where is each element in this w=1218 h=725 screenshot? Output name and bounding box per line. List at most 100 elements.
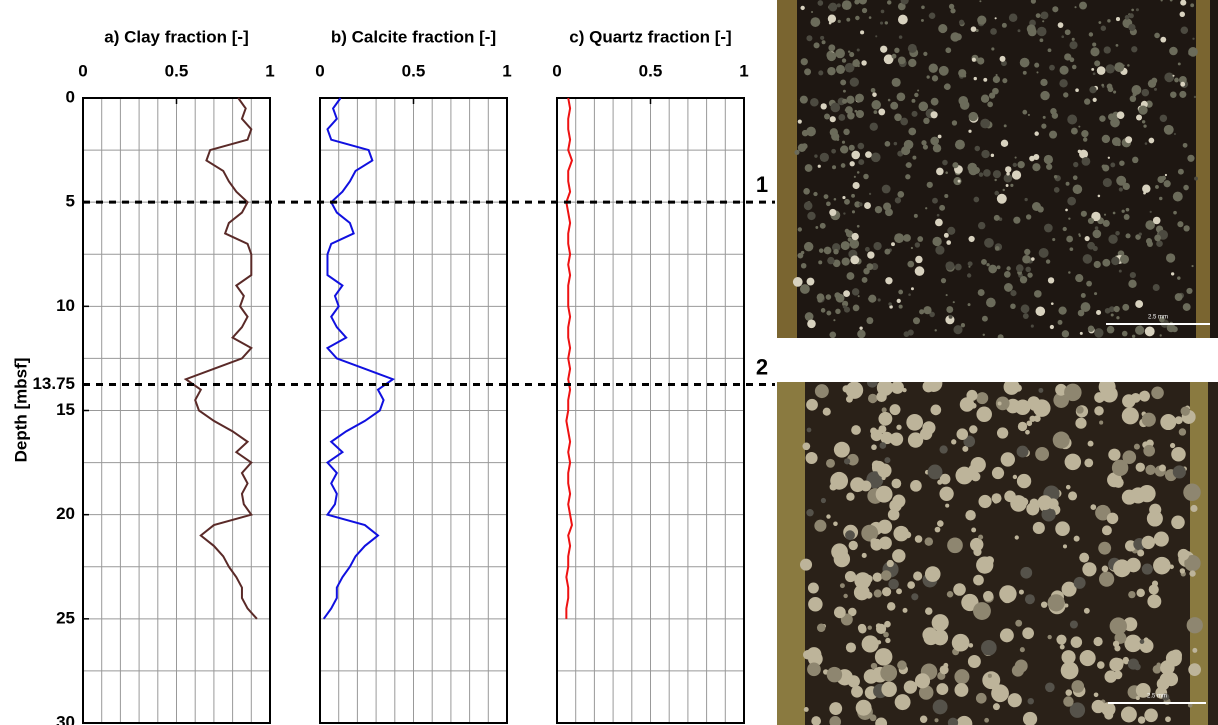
grain: [870, 662, 878, 670]
grain: [1129, 271, 1136, 279]
grain: [1110, 117, 1120, 128]
grain: [885, 277, 893, 285]
grain: [917, 236, 924, 242]
grain: [971, 527, 977, 533]
grain: [921, 140, 927, 146]
grain: [863, 267, 870, 275]
grain: [1110, 162, 1116, 168]
grain: [1015, 619, 1023, 627]
grain: [1026, 24, 1036, 34]
grain: [970, 537, 984, 552]
grain: [845, 382, 864, 399]
grain: [840, 163, 846, 168]
grain: [1112, 640, 1120, 648]
grain: [881, 681, 897, 697]
grain: [1079, 552, 1090, 563]
grain: [925, 607, 933, 615]
grain: [831, 148, 836, 154]
grain: [1020, 566, 1033, 579]
grain: [1084, 458, 1094, 468]
grain: [1144, 708, 1158, 723]
grain: [1180, 0, 1187, 6]
grain: [868, 294, 877, 303]
grain: [951, 439, 957, 445]
grain: [889, 499, 902, 512]
grain: [1093, 260, 1101, 269]
grain: [846, 95, 855, 104]
grain: [1171, 515, 1185, 530]
grain: [988, 264, 998, 274]
grain: [849, 77, 859, 87]
grain: [1064, 29, 1071, 36]
grain: [1182, 142, 1188, 148]
grain: [801, 129, 809, 137]
grain: [1061, 330, 1070, 338]
grain: [810, 97, 819, 107]
grain: [1059, 79, 1068, 88]
grain: [1154, 234, 1162, 242]
grain: [897, 56, 906, 65]
grain: [978, 534, 984, 540]
grain: [1058, 306, 1067, 315]
grain: [807, 582, 819, 594]
grain: [1022, 711, 1038, 725]
grain: [1149, 210, 1152, 214]
grain: [1090, 504, 1097, 510]
grain: [1099, 115, 1106, 122]
grain: [893, 141, 898, 146]
grain: [880, 664, 898, 682]
grain: [958, 19, 965, 25]
grain: [883, 202, 892, 211]
grain: [800, 5, 805, 11]
grain: [853, 584, 870, 601]
x-tick-label: 1: [739, 61, 748, 80]
grain: [800, 262, 807, 269]
data-line: [322, 97, 396, 620]
grain: [891, 77, 901, 87]
grain: [1097, 661, 1105, 669]
grain: [856, 171, 860, 174]
grain: [807, 319, 816, 329]
grain: [930, 404, 942, 416]
grain: [966, 389, 978, 401]
grain: [1069, 620, 1078, 629]
grain: [804, 68, 812, 76]
grains: [799, 382, 1203, 725]
grain: [1122, 182, 1130, 191]
grain: [1147, 594, 1162, 609]
grain: [894, 694, 911, 711]
grain: [885, 637, 891, 644]
grain: [875, 35, 878, 38]
grain: [914, 673, 931, 689]
grain: [871, 263, 879, 271]
grain: [1180, 26, 1189, 35]
grain: [814, 154, 818, 158]
grain: [797, 227, 802, 232]
grain: [898, 304, 903, 309]
grain: [1069, 702, 1086, 718]
grain: [1129, 95, 1137, 103]
grain: [1031, 202, 1041, 211]
grain: [995, 396, 1010, 411]
grain: [1029, 415, 1036, 422]
grain: [1079, 650, 1096, 667]
grain: [1025, 429, 1030, 435]
scale-label: 2.5 mm: [1148, 315, 1168, 321]
grain: [906, 413, 924, 431]
photo-frame: [1190, 382, 1208, 725]
grain: [1165, 253, 1176, 263]
grain: [1172, 74, 1175, 77]
grain: [946, 590, 954, 598]
grain: [984, 237, 994, 248]
grain: [1010, 495, 1018, 503]
grain: [1088, 32, 1094, 37]
grain: [928, 13, 933, 18]
grain: [1160, 36, 1167, 43]
grain: [939, 204, 946, 211]
grain: [797, 119, 802, 124]
grain: [878, 108, 886, 116]
grain: [993, 214, 1000, 221]
grain: [794, 149, 800, 155]
grain: [1122, 656, 1129, 663]
grain: [1109, 657, 1124, 672]
